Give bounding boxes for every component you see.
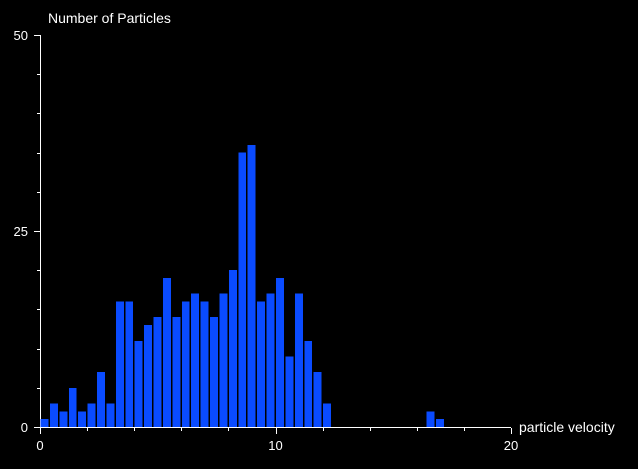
histogram-bar [59, 411, 68, 427]
histogram-bar [125, 301, 134, 427]
histogram-bar [181, 301, 190, 427]
y-axis-label: Number of Particles [48, 10, 171, 26]
histogram-bar [162, 278, 171, 427]
x-tick-label: 20 [504, 438, 518, 453]
histogram-bar [238, 152, 247, 427]
histogram-bar [78, 411, 87, 427]
histogram-bar [436, 419, 445, 427]
histogram-bar [115, 301, 124, 427]
histogram-bar [304, 340, 313, 427]
x-axis-label: particle velocity [519, 419, 615, 435]
histogram-bar [134, 340, 143, 427]
histogram-bar [266, 293, 275, 427]
y-tick-label: 0 [21, 420, 28, 435]
histogram-bar [49, 403, 58, 427]
histogram-bar [191, 293, 200, 427]
histogram-bar [294, 293, 303, 427]
x-tick-label: 10 [268, 438, 282, 453]
y-tick-label: 50 [14, 28, 28, 43]
histogram-bar [228, 270, 237, 427]
histogram-bar [219, 293, 228, 427]
x-ticks: 0 10 20 [36, 428, 518, 453]
y-tick-label: 25 [14, 224, 28, 239]
histogram-bar [106, 403, 115, 427]
bars [40, 144, 445, 427]
y-ticks: 0 25 50 [14, 28, 40, 435]
histogram-bar [426, 411, 435, 427]
histogram-bar [200, 301, 209, 427]
histogram-bar [276, 278, 284, 427]
histogram-bar [285, 356, 294, 427]
histogram-bar [153, 317, 162, 427]
histogram-bar [247, 144, 256, 427]
histogram-bar [172, 317, 181, 427]
histogram-bar [257, 301, 266, 427]
x-tick-label: 0 [36, 438, 43, 453]
histogram-bar [97, 372, 105, 427]
histogram-bar [40, 419, 49, 427]
histogram-bar [144, 325, 153, 427]
histogram-bar [323, 403, 332, 427]
histogram-bar [68, 387, 77, 427]
histogram-bar [210, 317, 218, 427]
histogram-bar [87, 403, 96, 427]
histogram-bar [313, 372, 322, 427]
